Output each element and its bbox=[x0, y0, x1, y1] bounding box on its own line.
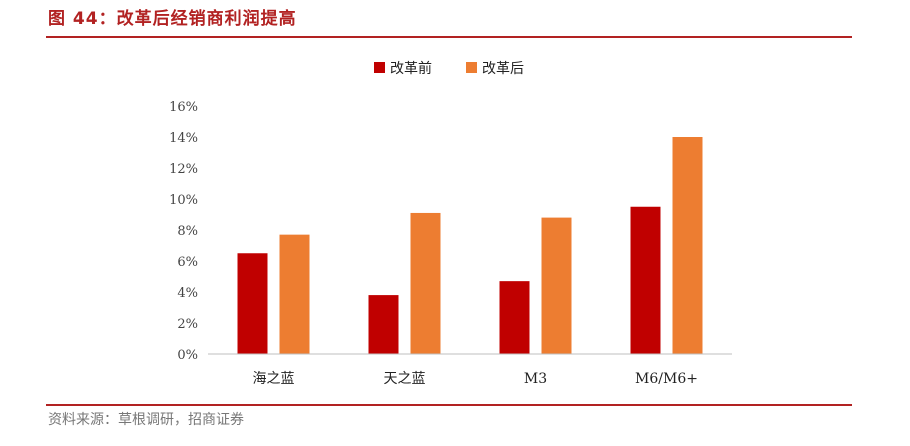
y-tick-label: 8% bbox=[177, 224, 198, 239]
bar-after bbox=[541, 217, 572, 354]
y-axis: 0% 2% 4% 6% 8% 10% 12% 14% 16% bbox=[169, 100, 198, 363]
y-tick-label: 2% bbox=[177, 317, 198, 332]
bar-before bbox=[499, 281, 530, 354]
y-tick-label: 4% bbox=[177, 286, 198, 301]
bar-before bbox=[237, 253, 268, 354]
source-divider bbox=[46, 404, 852, 406]
bar-before bbox=[630, 206, 661, 354]
title-divider bbox=[46, 36, 852, 38]
bar-after bbox=[672, 137, 703, 354]
chart-legend: 改革前 改革后 bbox=[374, 60, 524, 77]
x-tick-label: 海之蓝 bbox=[253, 371, 295, 387]
bar-chart: 改革前 改革后 0% 2% 4% 6% 8% 10% 12% 14% 16% 海之蓝 天之蓝 M3 M6… bbox=[169, 60, 732, 387]
x-tick-label: M6/M6+ bbox=[635, 371, 698, 387]
x-axis: 海之蓝 天之蓝 M3 M6/M6+ bbox=[208, 353, 732, 387]
bar-before bbox=[368, 295, 399, 354]
y-tick-label: 6% bbox=[177, 255, 198, 270]
legend-swatch bbox=[374, 62, 385, 73]
x-tick-label: M3 bbox=[524, 371, 547, 387]
bar-after bbox=[410, 212, 441, 354]
legend-label: 改革前 bbox=[390, 60, 432, 77]
bar-after bbox=[279, 234, 310, 354]
y-tick-label: 0% bbox=[177, 348, 198, 363]
legend-label: 改革后 bbox=[482, 61, 524, 77]
y-tick-label: 14% bbox=[169, 131, 198, 146]
x-tick-label: 天之蓝 bbox=[384, 371, 426, 387]
legend-swatch bbox=[466, 62, 477, 73]
page-title: 图 44：改革后经销商利润提高 bbox=[48, 9, 297, 29]
y-tick-label: 16% bbox=[169, 100, 198, 115]
y-tick-label: 12% bbox=[169, 162, 198, 177]
source-note: 资料来源：草根调研，招商证券 bbox=[48, 412, 244, 428]
y-tick-label: 10% bbox=[169, 193, 198, 208]
bar-series bbox=[237, 137, 703, 354]
